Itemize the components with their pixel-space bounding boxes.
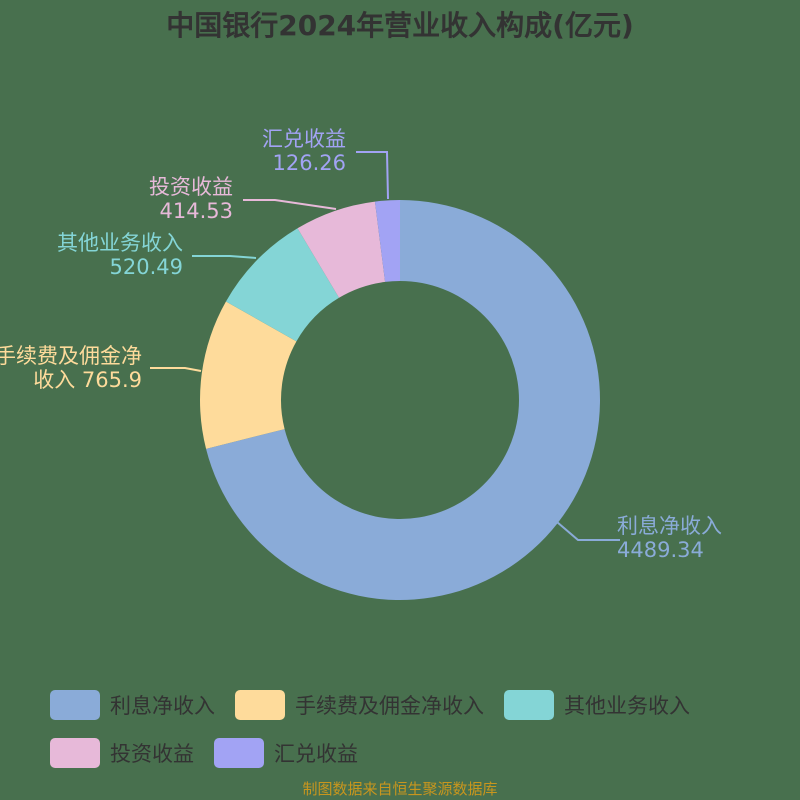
legend-item-fx[interactable]: 汇兑收益 <box>214 738 358 768</box>
legend-label-invest: 投资收益 <box>110 742 194 766</box>
donut-slice-interest[interactable] <box>206 200 600 600</box>
legend-item-fee[interactable]: 手续费及佣金净收入 <box>235 690 484 720</box>
leader-line-interest <box>556 521 620 541</box>
data-label-other-name: 其他业务收入 <box>57 231 183 255</box>
legend-label-fx: 汇兑收益 <box>274 742 358 766</box>
data-label-fx-name: 汇兑收益 <box>262 127 346 151</box>
leader-line-fx <box>356 151 389 200</box>
data-label-fee-line1: 手续费及佣金净 <box>0 344 142 368</box>
legend-row-2: 投资收益 汇兑收益 <box>50 738 770 768</box>
legend-label-other: 其他业务收入 <box>564 694 690 718</box>
donut-slice-invest[interactable] <box>297 201 386 298</box>
leader-line-fee <box>150 367 202 372</box>
chart-title: 中国银行2024年营业收入构成(亿元) <box>166 9 634 42</box>
data-label-fx-value: 126.26 <box>273 151 346 175</box>
data-label-invest-value: 414.53 <box>160 199 233 223</box>
legend-swatch-fee <box>235 690 285 720</box>
legend-label-fee: 手续费及佣金净收入 <box>295 694 484 718</box>
legend-swatch-interest <box>50 690 100 720</box>
donut-slice-other[interactable] <box>225 228 340 342</box>
data-label-interest-name: 利息净收入 <box>617 514 722 538</box>
leader-line-invest <box>243 199 337 210</box>
legend-swatch-other <box>504 690 554 720</box>
legend-item-interest[interactable]: 利息净收入 <box>50 690 215 720</box>
leader-line-other <box>192 255 257 259</box>
chart-legend: 利息净收入 手续费及佣金净收入 其他业务收入 投资收益 汇兑收益 <box>50 690 770 786</box>
legend-swatch-invest <box>50 738 100 768</box>
legend-row-1: 利息净收入 手续费及佣金净收入 其他业务收入 <box>50 690 770 720</box>
donut-slice-fx[interactable] <box>374 200 400 282</box>
source-note: 制图数据来自恒生聚源数据库 <box>302 780 498 798</box>
data-label-invest-name: 投资收益 <box>149 175 233 199</box>
data-label-interest-value: 4489.34 <box>617 538 704 562</box>
donut-slices <box>200 200 600 600</box>
donut-slice-fee[interactable] <box>200 301 297 449</box>
legend-label-interest: 利息净收入 <box>110 694 215 718</box>
data-label-fee-line2: 收入 765.9 <box>33 368 142 392</box>
legend-item-invest[interactable]: 投资收益 <box>50 738 194 768</box>
legend-item-other[interactable]: 其他业务收入 <box>504 690 690 720</box>
legend-swatch-fx <box>214 738 264 768</box>
data-label-other-value: 520.49 <box>110 255 183 279</box>
